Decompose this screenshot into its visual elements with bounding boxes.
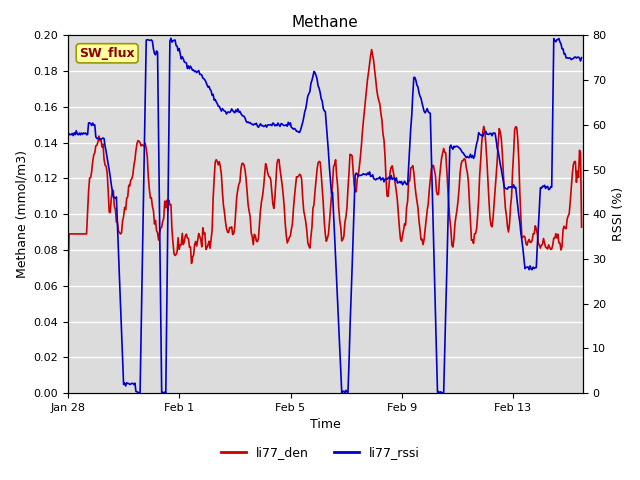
Y-axis label: RSSI (%): RSSI (%) <box>612 187 625 241</box>
Legend: li77_den, li77_rssi: li77_den, li77_rssi <box>216 441 424 464</box>
Text: SW_flux: SW_flux <box>79 47 135 60</box>
X-axis label: Time: Time <box>310 419 340 432</box>
Title: Methane: Methane <box>292 15 358 30</box>
Y-axis label: Methane (mmol/m3): Methane (mmol/m3) <box>15 150 28 278</box>
